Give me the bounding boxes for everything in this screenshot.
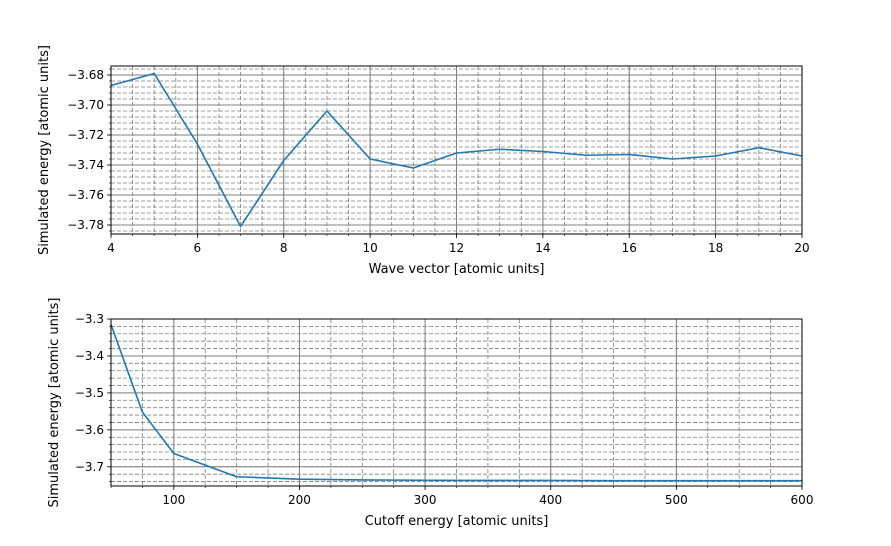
y-tick-label: −3.78 xyxy=(67,218,104,232)
x-tick-label: 200 xyxy=(288,493,311,507)
x-tick-label: 600 xyxy=(791,493,814,507)
top-chart: 4 6 8 10 12 14 16 18 20 −3.78 −3.76 −3.74 −3.72 −3.70… xyxy=(37,45,810,277)
axes-frame xyxy=(110,318,803,487)
y-tick-label: −3.70 xyxy=(67,98,104,112)
x-tick-label: 10 xyxy=(362,241,377,255)
x-tick-label: 16 xyxy=(622,241,637,255)
x-tick-label: 500 xyxy=(665,493,688,507)
y-axis-label: Simulated energy [atomic units] xyxy=(47,298,62,508)
x-tick-label: 20 xyxy=(794,241,809,255)
y-tick-label: −3.72 xyxy=(67,128,104,142)
y-tick-label: −3.76 xyxy=(67,188,104,202)
y-tick-label: −3.6 xyxy=(75,423,104,437)
x-tick-label: 12 xyxy=(449,241,464,255)
x-tick-label: 100 xyxy=(162,493,185,507)
y-axis-label: Simulated energy [atomic units] xyxy=(37,45,52,255)
x-tick-label: 300 xyxy=(414,493,437,507)
y-tick-label: −3.7 xyxy=(75,460,104,474)
x-tick-label: 400 xyxy=(539,493,562,507)
x-tick-label: 14 xyxy=(535,241,550,255)
bottom-chart: 100 200 300 400 500 600 −3.7 −3.6 −3.5 −3.4 −3.3 Cu… xyxy=(47,298,813,529)
x-axis-label: Wave vector [atomic units] xyxy=(369,262,545,277)
y-tick-label: −3.4 xyxy=(75,349,104,363)
y-tick-label: −3.3 xyxy=(75,312,104,326)
x-axis-label: Cutoff energy [atomic units] xyxy=(365,514,549,529)
y-tick-label: −3.74 xyxy=(67,158,104,172)
x-tick-label: 8 xyxy=(280,241,288,255)
y-tick-label: −3.5 xyxy=(75,386,104,400)
x-tick-label: 18 xyxy=(708,241,723,255)
x-tick-label: 6 xyxy=(194,241,202,255)
x-tick-label: 4 xyxy=(107,241,115,255)
y-tick-label: −3.68 xyxy=(67,68,104,82)
series-line-0 xyxy=(110,324,802,482)
series-line-0 xyxy=(110,72,803,228)
